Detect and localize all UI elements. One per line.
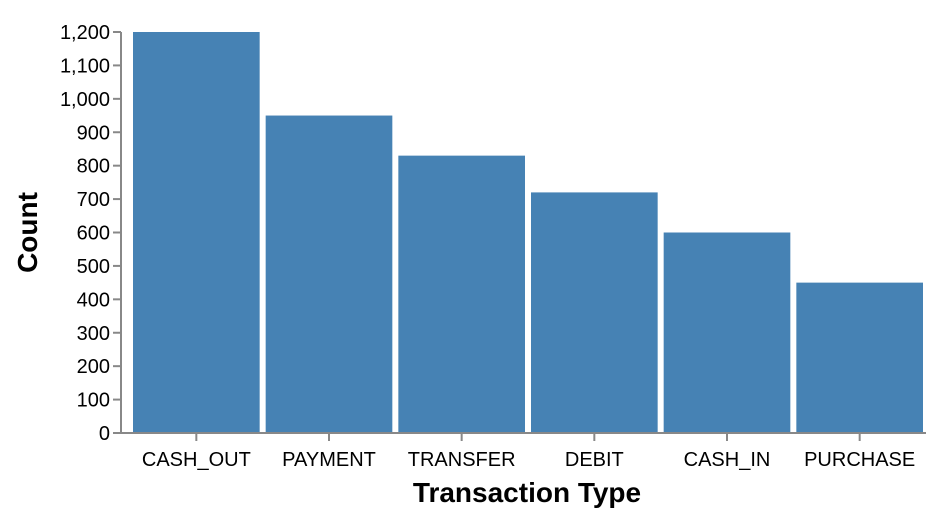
- x-tick-label: CASH_OUT: [142, 449, 251, 471]
- bar-payment: [265, 115, 393, 434]
- x-axis: CASH_OUT PAYMENT TRANSFER DEBIT CASH_IN PURCH…: [121, 432, 926, 471]
- y-axis-title: Count: [12, 192, 43, 273]
- x-tick-label: PAYMENT: [282, 449, 376, 471]
- y-tick-label: 1,200: [60, 22, 110, 44]
- y-tick-label: 1,100: [60, 55, 110, 77]
- y-tick-label: 1,000: [60, 89, 110, 111]
- bar-transfer: [398, 155, 525, 433]
- bar-cash-out: [133, 32, 260, 433]
- y-tick-label: 500: [77, 256, 110, 278]
- y-tick-label: 100: [77, 390, 110, 412]
- x-tick-label: DEBIT: [565, 449, 624, 471]
- y-tick-label: 800: [77, 156, 110, 178]
- y-tick-label: 0: [99, 423, 110, 445]
- bars-group: [133, 32, 923, 434]
- y-axis: 0 100 200 300 400 500 600 700 800 900 1,000 1,100 1,…: [60, 22, 122, 445]
- y-tick-label: 400: [77, 289, 110, 311]
- y-tick-label: 900: [77, 122, 110, 144]
- y-tick-label: 200: [77, 356, 110, 378]
- bar-cash-in: [663, 232, 791, 433]
- y-tick-label: 300: [77, 323, 110, 345]
- y-tick-label: 600: [77, 223, 110, 245]
- x-tick-label: CASH_IN: [684, 449, 771, 471]
- bar-purchase: [796, 282, 923, 433]
- x-axis-title: Transaction Type: [413, 477, 641, 508]
- y-tick-label: 700: [77, 189, 110, 211]
- x-tick-label: TRANSFER: [408, 449, 516, 471]
- bar-debit: [531, 192, 658, 433]
- x-tick-label: PURCHASE: [804, 449, 915, 471]
